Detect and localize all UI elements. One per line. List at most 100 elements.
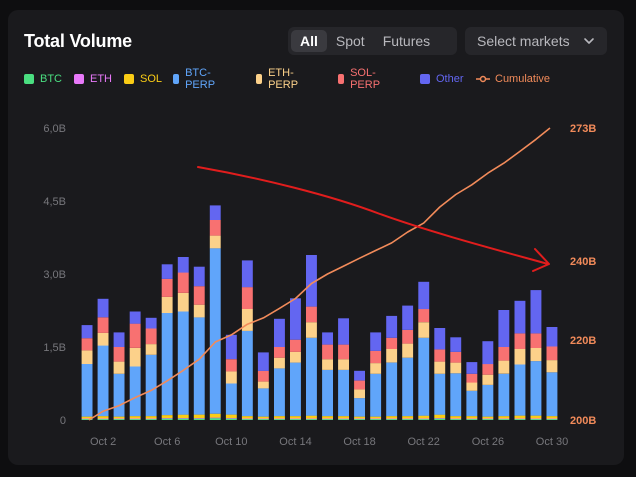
bar-segment <box>402 419 414 420</box>
bar-segment <box>241 260 253 288</box>
bar-segment <box>434 373 446 415</box>
bar-segment <box>402 416 414 419</box>
bar-segment <box>402 330 414 344</box>
bar-segment <box>177 418 189 419</box>
bar-segment <box>546 416 558 419</box>
bar-segment <box>81 419 93 420</box>
bar-segment <box>161 296 173 313</box>
bar-segment <box>257 370 269 382</box>
bar-segment <box>322 419 333 420</box>
bar-segment <box>466 373 478 383</box>
bar-segment <box>530 419 542 420</box>
bar-segment <box>290 362 301 417</box>
bar-segment <box>386 416 398 419</box>
bar-segment <box>418 309 430 323</box>
bar-segment <box>193 418 205 420</box>
x-axis-tick-label: Oct 6 <box>154 436 180 448</box>
legend-label: Cumulative <box>495 73 551 85</box>
legend-item-sol-perp[interactable]: SOL-PERP <box>338 67 384 91</box>
legend-item-eth-perp[interactable]: ETH-PERP <box>256 67 302 91</box>
bar-segment <box>225 383 237 415</box>
legend-item-cumulative[interactable]: Cumulative <box>476 72 550 86</box>
bar-segment <box>322 416 333 419</box>
bar-segment <box>498 373 510 417</box>
bar-segment <box>290 351 301 363</box>
bar-segment <box>241 419 253 420</box>
bar-segment <box>322 332 333 345</box>
bar-segment <box>322 344 333 360</box>
bar-segment <box>418 322 430 338</box>
bar-segment <box>434 349 446 362</box>
legend-label: ETH-PERP <box>268 67 299 91</box>
x-axis-tick-label: Oct 18 <box>343 436 375 448</box>
legend-item-eth[interactable]: ETH <box>74 72 112 86</box>
x-axis-tick-label: Oct 10 <box>215 436 247 448</box>
bar-segment <box>257 419 269 420</box>
bar-segment <box>129 348 141 367</box>
bar-segment <box>498 419 510 420</box>
bar-segment <box>209 220 221 236</box>
bar-segment <box>145 354 157 417</box>
bar-segment <box>338 418 349 420</box>
y-right-axis-tick-label: 200B <box>570 415 596 427</box>
y-axis-tick-label: 6,0B <box>43 123 66 135</box>
legend-item-btc[interactable]: BTC <box>24 72 62 86</box>
bar-segment <box>225 334 237 360</box>
bar-segment <box>514 348 526 365</box>
bar-segment <box>97 345 109 417</box>
bar-segment <box>209 235 221 249</box>
bar-segment <box>81 338 93 351</box>
bar-segment <box>161 418 173 420</box>
bar-segment <box>546 419 558 420</box>
bar-segment <box>338 416 349 419</box>
bar-segment <box>370 419 382 420</box>
bar-segment <box>354 380 365 390</box>
bar-segment <box>193 414 205 418</box>
legend-item-other[interactable]: Other <box>420 72 464 86</box>
tab-futures[interactable]: Futures <box>382 33 431 49</box>
y-axis-tick-label: 0 <box>60 415 66 427</box>
bar-segment <box>177 293 189 312</box>
y-right-axis-tick-label: 240B <box>570 256 596 268</box>
bar-segment <box>161 415 173 418</box>
bar-segment <box>97 418 109 420</box>
bar-segment <box>370 350 382 364</box>
bar-segment <box>177 311 189 415</box>
bar-segment <box>257 381 269 389</box>
bar-segment <box>241 309 253 331</box>
bar-segment <box>306 418 317 420</box>
bar-segment <box>241 418 253 420</box>
bar-segment <box>290 418 301 420</box>
tab-all[interactable]: All <box>291 30 327 52</box>
bar-segment <box>225 414 237 418</box>
annotation-arrow-line <box>197 166 549 265</box>
bar-segment <box>129 323 141 348</box>
bar-segment <box>466 382 478 391</box>
bar-segment <box>274 419 285 420</box>
bar-segment <box>177 414 189 418</box>
y-axis-tick-label: 4,5B <box>43 196 66 208</box>
bar-segment <box>225 359 237 372</box>
bar-segment <box>225 418 237 420</box>
bar-segment <box>466 419 478 420</box>
bar-segment <box>354 370 365 381</box>
select-markets-dropdown[interactable]: Select markets <box>465 27 607 55</box>
bar-segment <box>418 418 430 420</box>
bar-segment <box>113 332 125 347</box>
bar-segment <box>129 419 141 420</box>
bar-segment <box>338 359 349 370</box>
bar-segment <box>402 418 414 420</box>
tab-spot[interactable]: Spot <box>335 33 365 49</box>
bar-segment <box>209 413 221 418</box>
bar-segment <box>290 339 301 352</box>
bar-segment <box>145 416 157 419</box>
bar-segment <box>209 248 221 414</box>
legend-item-btc-perp[interactable]: BTC-PERP <box>173 67 219 91</box>
legend-item-sol[interactable]: SOL <box>124 72 162 86</box>
bar-segment <box>241 330 253 417</box>
bar-segment <box>546 346 558 361</box>
bar-segment <box>113 418 125 420</box>
bar-segment <box>145 344 157 355</box>
bar-segment <box>145 328 157 345</box>
